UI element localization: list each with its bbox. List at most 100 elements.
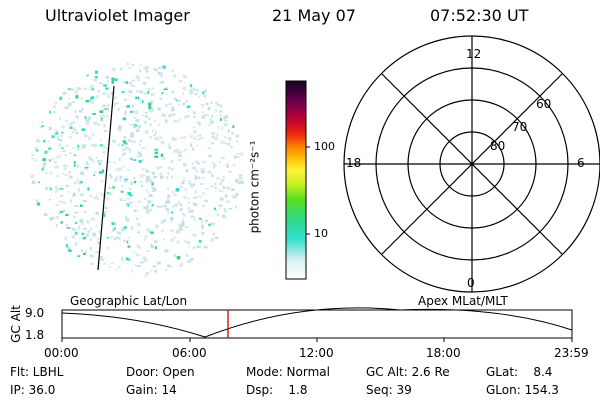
uv-speckle [173,138,177,141]
uv-speckle [72,194,76,197]
uv-speckle [221,126,224,131]
uv-speckle [202,204,206,208]
info-mode: Mode: Normal [246,365,330,379]
uv-speckle [103,123,106,128]
uv-speckle [170,220,173,223]
uv-speckle [124,98,127,101]
uv-speckle [93,143,98,148]
uv-speckle [103,262,106,265]
timeline-xtick-2359: 23:59 [554,346,589,360]
uv-speckle [211,135,215,139]
uv-speckle [160,136,163,140]
uv-speckle [123,226,127,229]
uv-speckle [118,128,122,132]
uv-speckle [111,228,115,232]
uv-speckle [226,164,229,168]
uv-speckle [148,77,151,80]
uv-speckle [178,200,180,204]
uv-speckle [173,97,177,100]
uv-speckle [145,179,149,183]
uv-speckle [194,93,198,95]
uv-speckle [73,161,76,164]
uv-speckle [150,93,155,96]
uv-speckle [167,171,170,175]
uv-speckle [150,269,153,272]
uv-speckle [161,80,164,84]
uv-speckle [192,166,196,170]
uv-speckle [153,239,157,244]
uv-speckle [111,262,114,265]
uv-speckle [87,187,90,191]
mlt-label-6: 6 [577,156,585,170]
uv-speckle [102,108,105,111]
uv-speckle [201,224,204,229]
uv-speckle [185,100,188,103]
uv-speckle [68,171,71,174]
uv-speckle [120,190,124,193]
uv-speckle [78,109,83,113]
uv-speckle [65,223,68,227]
uv-speckle [220,118,222,121]
uv-speckle [146,211,150,214]
uv-speckle [184,115,187,119]
uv-speckle [180,222,185,226]
uv-speckle [79,218,84,222]
uv-speckle [56,175,59,178]
uv-speckle [78,124,81,127]
uv-speckle [126,63,129,65]
uv-speckle [131,269,134,273]
uv-speckle [75,95,79,99]
uv-speckle [239,177,241,180]
uv-speckle [84,116,87,120]
uv-speckle [110,174,112,177]
uv-speckle [117,107,120,112]
uv-speckle [144,258,148,262]
uv-speckle [122,165,125,168]
uv-speckle [137,151,141,155]
uv-speckle [72,227,76,231]
mlat-label-70: 70 [512,120,528,134]
uv-speckle [171,205,174,208]
uv-speckle [230,146,233,148]
uv-speckle [117,231,121,234]
uv-speckle [205,114,209,116]
uv-speckle [129,194,133,197]
uv-speckle [238,174,243,177]
uv-speckle [74,181,77,185]
uv-speckle [117,128,121,131]
uv-speckle [89,85,93,88]
uv-speckle [132,251,136,254]
uv-speckle [173,119,178,123]
uv-speckle [118,125,122,129]
uv-speckle [55,102,57,105]
uv-speckle [113,161,116,164]
uv-speckle [48,147,51,150]
uv-speckle [135,253,139,256]
uv-speckle [210,238,215,242]
uv-speckle [100,139,103,141]
uv-speckle [48,198,51,201]
uv-speckle [142,174,145,177]
uv-speckle [65,213,69,217]
uv-speckle [31,180,36,185]
uv-speckle [163,219,167,222]
uv-speckle [109,192,113,194]
uv-speckle [193,130,197,134]
uv-speckle [125,81,128,84]
uv-speckle [54,165,58,169]
uv-speckle [133,159,137,161]
footprint-line [97,85,115,271]
uv-speckle [145,65,149,70]
uv-speckle [74,244,77,247]
colorbar [285,80,310,280]
uv-speckle [182,179,186,182]
uv-speckle [143,238,146,241]
uv-speckle [193,218,196,222]
uv-speckle [63,164,66,167]
uv-speckle [95,224,98,227]
uv-speckle [154,246,157,250]
timeline-xtick-0600: 06:00 [172,346,207,360]
uv-speckle [193,111,196,115]
uv-speckle [200,104,204,107]
uv-speckle [123,239,126,242]
